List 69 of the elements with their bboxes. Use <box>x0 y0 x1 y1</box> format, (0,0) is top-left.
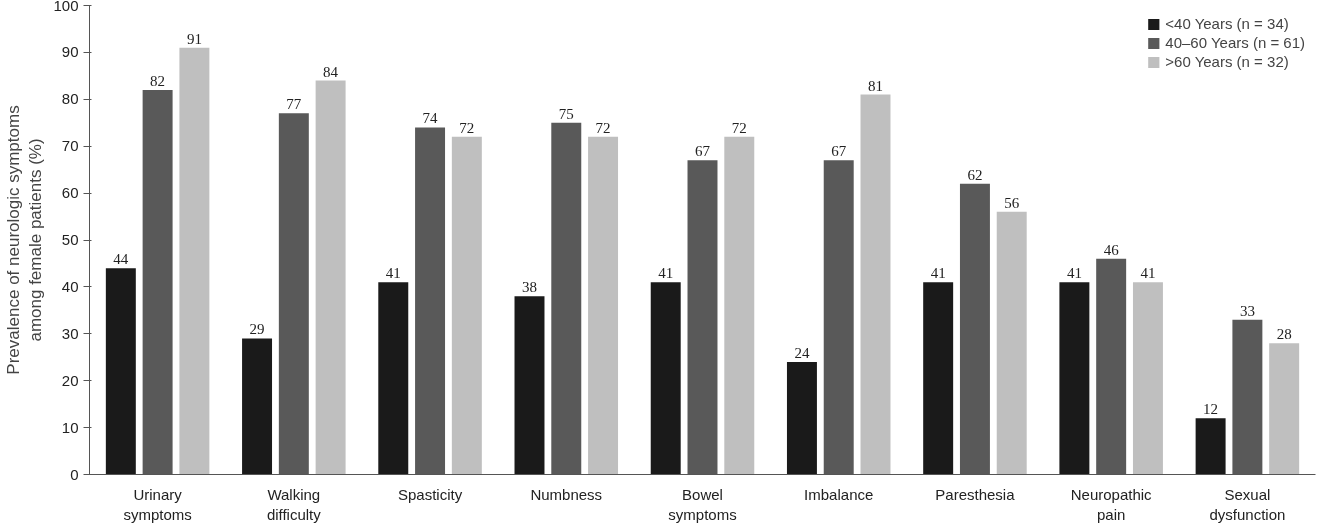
data-label: 29 <box>249 321 265 338</box>
y-tick-label: 80 <box>61 90 79 108</box>
data-label: 38 <box>522 279 537 296</box>
data-label: 77 <box>286 96 302 113</box>
bar <box>1132 282 1163 475</box>
x-tick-label: Neuropathic pain <box>1070 485 1153 523</box>
bar <box>514 296 545 475</box>
bar <box>105 268 136 475</box>
y-tick-label: 60 <box>61 184 79 202</box>
data-label: 81 <box>868 77 883 94</box>
data-label: 84 <box>323 63 339 80</box>
bar <box>1059 282 1090 475</box>
y-tick-label: 90 <box>61 43 79 61</box>
bar <box>724 136 755 475</box>
y-axis-title: Prevalence of neurologic symptoms among female patients (%) <box>3 105 46 375</box>
y-tick-label: 40 <box>61 277 79 295</box>
bar <box>1269 343 1300 475</box>
y-tick-label: 50 <box>61 231 79 248</box>
bar <box>179 47 210 475</box>
data-label: 33 <box>1239 302 1255 319</box>
data-label: 74 <box>422 110 439 127</box>
data-label: 75 <box>558 105 574 122</box>
data-label: 82 <box>150 72 166 89</box>
y-tick-label: 70 <box>61 137 79 155</box>
data-label: 24 <box>794 344 810 361</box>
bar <box>315 80 346 475</box>
bar <box>451 136 482 475</box>
data-label: 72 <box>731 119 747 136</box>
bar <box>860 94 891 475</box>
data-label: 56 <box>1004 194 1020 211</box>
bar <box>1195 418 1226 475</box>
x-tick-label: Paresthesia <box>935 485 1016 503</box>
y-tick-label: 20 <box>61 371 79 389</box>
bar <box>923 282 954 475</box>
data-label: 72 <box>459 119 475 136</box>
data-label: 41 <box>385 265 401 282</box>
bar <box>996 211 1027 475</box>
x-tick-label: Numbness <box>530 485 603 503</box>
data-label: 91 <box>186 30 202 47</box>
x-tick-label: Bowel symptoms <box>668 485 737 523</box>
x-tick-label: Imbalance <box>804 485 874 503</box>
data-label: 44 <box>113 251 129 268</box>
data-label: 41 <box>1066 265 1082 282</box>
x-tick-label: Urinary symptoms <box>123 485 192 523</box>
x-tick-label: Walking difficulty <box>266 485 322 523</box>
y-tick-label: 0 <box>70 465 79 483</box>
x-tick-label: Spasticity <box>397 485 463 503</box>
data-label: 46 <box>1103 241 1120 258</box>
y-tick-label: 30 <box>61 324 79 342</box>
data-label: 72 <box>595 119 611 136</box>
legend-label: 40–60 Years (n = 61) <box>1165 34 1305 51</box>
data-label: 62 <box>967 166 983 183</box>
x-tick-label: Sexual dysfunction <box>1209 485 1286 523</box>
bar <box>242 338 273 475</box>
bar <box>378 282 409 475</box>
bar <box>650 282 681 475</box>
y-tick-label: 100 <box>53 0 79 14</box>
bar <box>786 361 817 475</box>
data-label: 67 <box>695 143 711 160</box>
data-label: 28 <box>1276 326 1292 343</box>
legend-label: <40 Years (n = 34) <box>1165 15 1289 32</box>
data-label: 41 <box>1140 265 1156 282</box>
data-label: 12 <box>1203 401 1219 418</box>
y-tick-label: 10 <box>61 418 79 436</box>
bar <box>588 136 619 475</box>
data-label: 41 <box>930 265 946 282</box>
legend-label: >60 Years (n = 32) <box>1165 53 1289 70</box>
data-label: 67 <box>831 143 847 160</box>
data-label: 41 <box>658 265 674 282</box>
